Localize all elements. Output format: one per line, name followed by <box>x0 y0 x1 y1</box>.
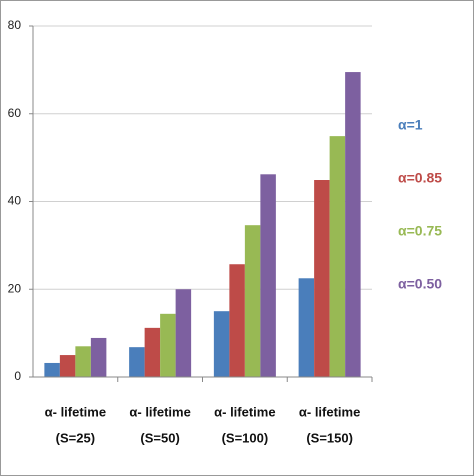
bar <box>314 180 330 377</box>
x-tick-label: α- lifetime <box>129 404 190 419</box>
bar <box>160 313 176 377</box>
bar <box>229 264 245 377</box>
bar <box>244 225 261 377</box>
bar <box>90 337 107 377</box>
x-tick-label: (S=150) <box>306 430 353 445</box>
bar <box>260 174 276 377</box>
x-tick-label: (S=100) <box>222 430 269 445</box>
bar <box>75 346 91 377</box>
legend-label: α=1 <box>398 117 423 133</box>
bar <box>129 347 145 377</box>
bar <box>175 289 192 377</box>
bar <box>345 72 361 377</box>
legend-label: α=0.85 <box>398 170 442 186</box>
x-tick-label: α- lifetime <box>45 404 106 419</box>
x-tick-label: (S=25) <box>56 430 95 445</box>
bar <box>298 278 315 377</box>
y-tick-label: 60 <box>8 106 22 120</box>
y-tick-label: 20 <box>8 281 22 295</box>
legend-label: α=0.50 <box>398 276 442 292</box>
y-tick-label: 40 <box>8 194 22 208</box>
legend-label: α=0.75 <box>398 223 442 239</box>
bar <box>44 362 60 377</box>
bar <box>213 311 230 377</box>
y-tick-label: 80 <box>8 18 22 32</box>
bar <box>59 355 76 377</box>
x-tick-label: (S=50) <box>140 430 179 445</box>
bar <box>329 136 346 377</box>
x-tick-label: α- lifetime <box>299 404 360 419</box>
y-tick-label: 0 <box>14 369 21 383</box>
x-tick-label: α- lifetime <box>214 404 275 419</box>
bar <box>144 327 161 377</box>
